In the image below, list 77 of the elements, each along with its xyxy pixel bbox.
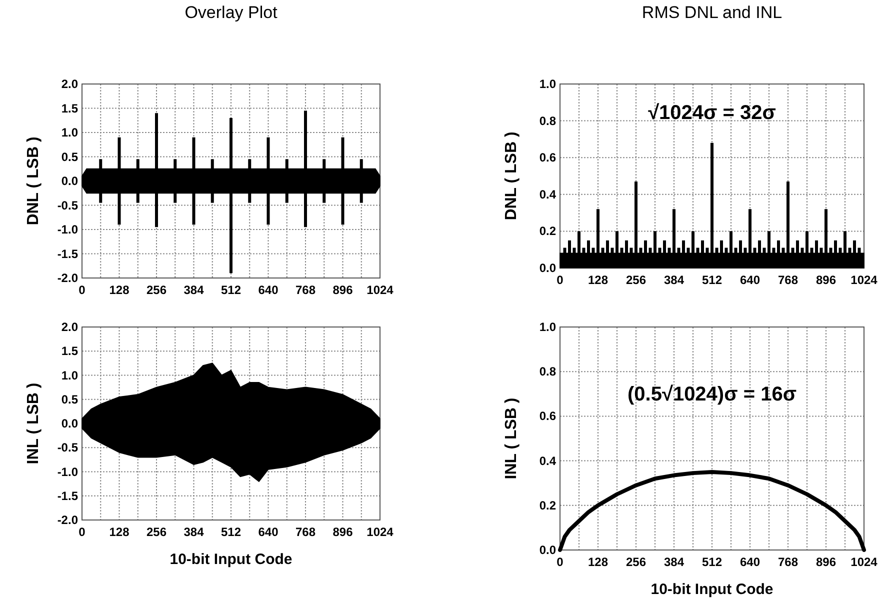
x-tick-label: 640 <box>258 525 279 539</box>
x-tick-label: 1024 <box>850 273 878 287</box>
x-tick-label: 640 <box>258 283 279 297</box>
x-tick-label: 384 <box>664 555 684 569</box>
x-tick-label: 768 <box>295 283 316 297</box>
x-tick-label: 128 <box>588 273 608 287</box>
y-axis-title: DNL ( LSB ) <box>25 136 42 226</box>
annotation: (0.5√1024)σ = 16σ <box>628 384 797 406</box>
y-tick-label: 2.0 <box>61 77 78 91</box>
y-tick-label: 1.0 <box>539 320 556 334</box>
x-tick-label: 1024 <box>850 555 878 569</box>
y-tick-label: 1.0 <box>539 77 556 91</box>
x-tick-label: 0 <box>78 283 86 297</box>
y-tick-label: 0.8 <box>539 364 556 379</box>
x-tick-label: 1024 <box>366 525 394 539</box>
x-tick-label: 896 <box>332 525 354 539</box>
y-tick-label: 0.2 <box>539 498 556 512</box>
x-tick-label: 256 <box>626 555 646 569</box>
x-tick-label: 256 <box>146 283 167 297</box>
x-tick-label: 512 <box>702 273 722 287</box>
x-tick-label: 640 <box>740 555 760 569</box>
y-tick-label: -1.5 <box>57 488 78 503</box>
x-tick-label: 0 <box>556 555 564 569</box>
x-tick-label: 0 <box>556 273 564 287</box>
y-tick-label: 0.8 <box>539 114 556 128</box>
y-tick-label: -1.0 <box>57 222 78 236</box>
y-tick-label: -2.0 <box>57 271 78 285</box>
x-tick-label: 896 <box>816 555 836 569</box>
x-tick-label: 128 <box>588 555 608 569</box>
x-tick-label: 512 <box>702 555 722 569</box>
line-series <box>558 470 866 552</box>
y-tick-label: -1.0 <box>57 464 78 479</box>
y-tick-label: 1.0 <box>61 368 78 382</box>
x-tick-label: 512 <box>220 525 242 539</box>
y-tick-label: 1.5 <box>61 101 78 116</box>
y-tick-label: 0.2 <box>539 224 556 238</box>
x-axis-title: 10-bit Input Code <box>170 551 292 568</box>
y-tick-label: 0.0 <box>61 174 78 188</box>
y-tick-label: 0.6 <box>539 150 556 165</box>
x-tick-label: 640 <box>740 273 760 287</box>
x-tick-label: 384 <box>184 525 204 539</box>
y-tick-label: 1.5 <box>61 344 78 358</box>
x-tick-label: 768 <box>295 525 316 539</box>
y-axis-title: INL ( LSB ) <box>503 398 520 480</box>
x-tick-label: 128 <box>109 525 130 539</box>
y-tick-label: 0.4 <box>539 454 556 468</box>
x-tick-label: 768 <box>778 555 798 569</box>
x-tick-label: 1024 <box>366 283 394 297</box>
x-tick-label: 256 <box>626 273 646 287</box>
y-tick-label: 0.5 <box>61 392 78 406</box>
y-tick-label: -2.0 <box>57 513 78 527</box>
y-tick-label: 0.6 <box>539 409 556 424</box>
chart-title: RMS DNL and INL <box>642 3 782 22</box>
annotation: √1024σ = 32σ <box>648 102 776 124</box>
x-tick-label: 128 <box>109 283 130 297</box>
y-tick-label: -0.5 <box>57 198 78 212</box>
y-tick-label: -1.5 <box>57 246 78 261</box>
x-tick-label: 256 <box>146 525 167 539</box>
y-tick-label: 0.4 <box>539 187 556 202</box>
y-tick-label: 0.5 <box>61 150 78 164</box>
x-tick-label: 768 <box>778 273 798 287</box>
y-tick-label: 0.0 <box>539 543 556 557</box>
x-tick-label: 896 <box>816 273 836 287</box>
y-axis-title: DNL ( LSB ) <box>503 132 520 220</box>
y-axis-title: INL ( LSB ) <box>25 382 42 464</box>
x-tick-label: 512 <box>220 283 242 297</box>
x-tick-label: 0 <box>78 525 86 539</box>
x-tick-label: 384 <box>184 283 204 297</box>
y-tick-label: 1.0 <box>61 126 78 140</box>
y-tick-label: -0.5 <box>57 440 78 455</box>
y-tick-label: 0.0 <box>539 261 556 275</box>
x-axis-title: 10-bit Input Code <box>650 581 774 598</box>
chart-title: Overlay Plot <box>184 3 278 22</box>
y-tick-label: 2.0 <box>61 320 78 334</box>
x-tick-label: 896 <box>332 283 354 297</box>
x-tick-label: 384 <box>664 273 684 287</box>
y-tick-label: 0.0 <box>61 416 78 430</box>
